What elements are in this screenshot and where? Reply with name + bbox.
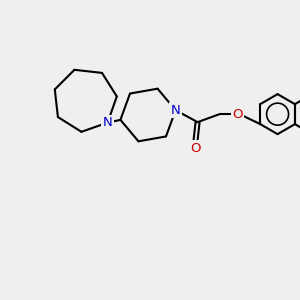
Text: O: O <box>232 108 243 121</box>
Text: O: O <box>190 142 201 154</box>
Text: N: N <box>171 103 180 117</box>
Text: N: N <box>103 116 112 129</box>
